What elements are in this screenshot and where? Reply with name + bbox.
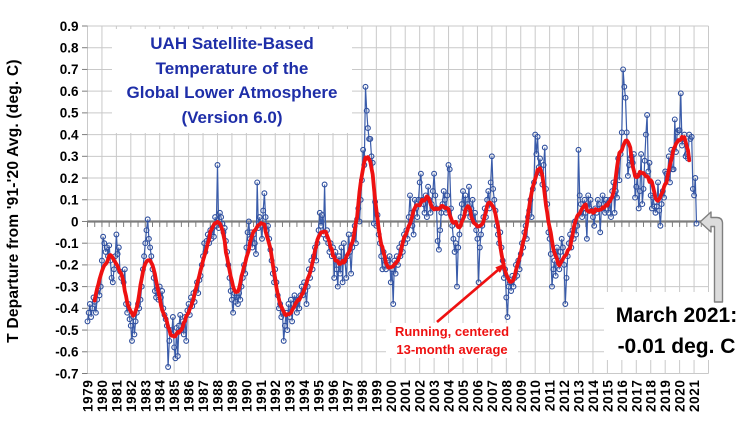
x-tick-label: 2021 — [687, 380, 702, 412]
x-tick-label: 1989 — [225, 380, 240, 412]
x-tick-label: 2010 — [528, 380, 543, 412]
x-tick-label: 2012 — [557, 380, 572, 412]
running-average-annotation-line-2: 13-month average — [396, 341, 508, 357]
x-tick-label: 1990 — [239, 380, 254, 412]
x-tick-label: 2008 — [499, 380, 514, 412]
x-tick-label: 1992 — [268, 380, 283, 412]
x-tick-label: 2016 — [615, 380, 630, 412]
y-tick-label: 0.1 — [60, 193, 79, 208]
y-axis-title: T Departure from '91-'20 Avg. (deg. C) — [5, 59, 22, 343]
x-tick-label: 2005 — [456, 380, 471, 412]
y-tick-label: -0.5 — [55, 323, 79, 338]
x-tick-label: 1995 — [312, 380, 327, 412]
latest-value-callout: March 2021: -0.01 deg. C — [604, 292, 749, 360]
chart-title-line-1: UAH Satellite-Based — [150, 34, 314, 53]
x-tick-label: 2015 — [600, 380, 615, 412]
chart-title: UAH Satellite-Based Temperature of the G… — [112, 29, 352, 133]
x-tick-label: 2006 — [470, 380, 485, 412]
running-average-annotation: Running, centered 13-month average — [386, 323, 518, 358]
running-average-annotation-line-1: Running, centered — [394, 324, 510, 339]
x-tick-label: 1996 — [326, 380, 341, 412]
x-tick-label: 2018 — [644, 380, 659, 412]
y-tick-label: -0.2 — [55, 258, 78, 273]
y-tick-label: -0.6 — [55, 345, 79, 360]
x-tick-label: 2003 — [427, 380, 442, 412]
latest-value-month: March 2021: — [615, 304, 738, 327]
x-tick-label: 1998 — [355, 380, 370, 412]
x-tick-label: 1982 — [124, 380, 139, 412]
x-axis-tick-labels: 1979 1980 1981 1982 1983 1984 1985 1986 1987 1988… — [81, 380, 703, 412]
x-tick-label: 2020 — [673, 380, 688, 412]
x-tick-label: 1984 — [153, 380, 168, 412]
x-tick-label: 2019 — [658, 380, 673, 412]
x-tick-label: 1981 — [109, 380, 124, 412]
y-tick-label: 0.3 — [60, 149, 79, 164]
x-tick-label: 2009 — [514, 380, 529, 412]
x-tick-label: 2013 — [572, 380, 587, 412]
y-tick-label: -0.4 — [55, 301, 79, 316]
running-average-line — [92, 135, 692, 339]
y-tick-label: 0.8 — [60, 41, 79, 56]
x-tick-label: 1985 — [167, 380, 182, 412]
x-tick-label: 1980 — [95, 380, 110, 412]
x-tick-label: 1979 — [81, 380, 96, 412]
chart-title-line-4: (Version 6.0) — [181, 107, 283, 127]
chart-title-line-2: Temperature of the — [155, 58, 309, 78]
x-tick-label: 2014 — [586, 380, 601, 412]
x-tick-label: 1994 — [297, 380, 312, 412]
x-tick-label: 2004 — [442, 380, 457, 412]
x-tick-label: 1983 — [138, 380, 153, 412]
x-tick-label: 2011 — [543, 380, 558, 412]
y-axis-tick-labels: 0.9 0.8 0.7 0.6 0.5 0.4 0.3 0.2 0.1 0 -0.1 -0.2 -0.3… — [55, 19, 79, 381]
x-tick-label: 1988 — [210, 380, 225, 412]
x-tick-label: 1991 — [254, 380, 269, 412]
y-tick-label: 0 — [71, 214, 79, 229]
x-tick-label: 2000 — [384, 380, 399, 412]
x-tick-label: 2007 — [485, 380, 500, 412]
x-tick-label: 1987 — [196, 380, 211, 412]
x-tick-label: 1999 — [369, 380, 384, 412]
y-tick-label: 0.7 — [60, 62, 79, 77]
y-tick-label: -0.7 — [55, 366, 78, 381]
y-tick-label: 0.2 — [60, 171, 79, 186]
chart-title-line-3: Global Lower Atmosphere — [126, 83, 338, 102]
x-tick-label: 1997 — [340, 380, 355, 412]
latest-value-anomaly: -0.01 deg. C — [617, 335, 736, 358]
y-tick-label: 0.9 — [60, 19, 79, 34]
y-tick-label: -0.1 — [55, 236, 79, 251]
y-tick-label: 0.4 — [60, 127, 79, 142]
x-tick-label: 1986 — [182, 380, 197, 412]
y-tick-label: -0.3 — [55, 279, 79, 294]
y-tick-label: 0.6 — [60, 84, 79, 99]
x-tick-label: 2001 — [398, 380, 413, 412]
x-tick-label: 2017 — [629, 380, 644, 412]
y-tick-label: 0.5 — [60, 106, 79, 121]
x-tick-label: 2002 — [413, 380, 428, 412]
x-tick-label: 1993 — [283, 380, 298, 412]
